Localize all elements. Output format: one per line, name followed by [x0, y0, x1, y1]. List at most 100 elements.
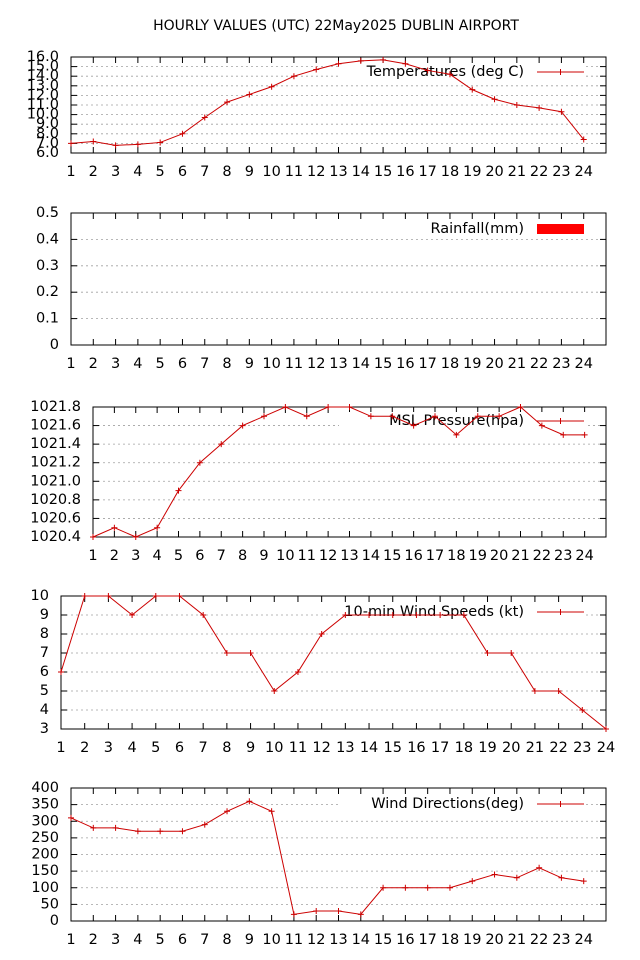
data-point — [484, 650, 491, 656]
x-tick-label: 23 — [552, 932, 570, 948]
data-point — [496, 413, 503, 420]
data-point — [508, 650, 515, 656]
y-tick-label: 150 — [31, 863, 59, 879]
x-tick-label: 4 — [153, 548, 162, 564]
data-point — [603, 726, 609, 732]
y-tick-label: 1021.8 — [30, 399, 81, 415]
data-point — [290, 911, 297, 918]
data-point — [424, 884, 431, 891]
data-point — [346, 404, 353, 410]
y-tick-label: 15.0 — [27, 59, 59, 75]
x-tick-label: 4 — [127, 740, 136, 756]
y-tick-label: 9 — [40, 607, 49, 623]
x-tick-label: 21 — [526, 740, 544, 756]
x-tick-label: 17 — [431, 740, 449, 756]
x-tick-label: 21 — [508, 164, 526, 180]
x-tick-label: 11 — [298, 548, 316, 564]
data-point — [555, 688, 562, 694]
x-tick-label: 7 — [217, 548, 226, 564]
data-point — [157, 828, 164, 835]
data-point — [335, 60, 342, 67]
y-tick-label: 7 — [40, 645, 49, 661]
x-tick-label: 14 — [352, 164, 370, 180]
y-tick-label: 50 — [41, 896, 59, 912]
y-tick-label: 10.0 — [27, 107, 59, 123]
x-tick-label: 18 — [447, 548, 465, 564]
data-point — [268, 808, 275, 815]
x-tick-label: 18 — [441, 932, 459, 948]
series-line — [70, 59, 585, 146]
data-point — [517, 404, 524, 410]
data-point — [402, 884, 409, 891]
x-tick-label: 14 — [352, 932, 370, 948]
x-tick-label: 16 — [396, 932, 414, 948]
x-tick-label: 19 — [463, 356, 481, 372]
x-tick-label: 22 — [549, 740, 567, 756]
data-point — [558, 874, 565, 881]
data-point — [157, 139, 164, 146]
data-point — [313, 66, 320, 73]
legend-marker — [557, 69, 564, 75]
data-point — [247, 650, 254, 656]
x-tick-label: 23 — [554, 548, 572, 564]
x-tick-label: 10 — [262, 932, 280, 948]
data-point — [389, 612, 396, 618]
data-point — [580, 136, 587, 143]
x-tick-label: 19 — [463, 164, 481, 180]
y-tick-label: 1021.4 — [30, 436, 81, 452]
y-tick-label: 3 — [40, 721, 49, 737]
pressure-chart: 1020.41020.61020.81021.01021.21021.41021… — [30, 399, 607, 564]
y-tick-label: 350 — [31, 797, 59, 813]
y-tick-label: 100 — [31, 880, 59, 896]
data-point — [469, 86, 476, 93]
data-point — [581, 431, 588, 438]
data-point — [380, 56, 387, 63]
rainfall-chart: 00.10.20.30.40.51 2 3 4 5 6 7 8 9 10 11 12 13 14 15 16 1… — [36, 205, 607, 372]
x-tick-label: 17 — [418, 356, 436, 372]
data-point — [437, 612, 444, 618]
data-point — [246, 91, 253, 98]
x-tick-label: 1 — [66, 356, 75, 372]
x-tick-label: 8 — [222, 164, 231, 180]
x-tick-label: 15 — [374, 164, 392, 180]
x-tick-label: 6 — [175, 740, 184, 756]
x-tick-label: 16 — [396, 164, 414, 180]
x-tick-label: 9 — [245, 932, 254, 948]
data-point — [58, 669, 64, 675]
data-point — [538, 422, 545, 429]
x-tick-label: 9 — [245, 356, 254, 372]
x-tick-label: 19 — [469, 548, 487, 564]
data-point — [536, 864, 543, 871]
data-point — [453, 431, 460, 438]
x-tick-label: 20 — [485, 164, 503, 180]
data-point — [201, 821, 208, 828]
x-tick-label: 23 — [552, 356, 570, 372]
x-tick-label: 23 — [552, 164, 570, 180]
y-tick-label: 1020.4 — [30, 529, 81, 545]
data-point — [261, 413, 267, 420]
data-point — [536, 104, 543, 111]
x-tick-label: 23 — [573, 740, 591, 756]
x-tick-label: 22 — [533, 548, 551, 564]
x-tick-label: 16 — [396, 356, 414, 372]
x-tick-label: 21 — [508, 932, 526, 948]
data-point — [446, 884, 453, 891]
y-tick-label: 1020.6 — [30, 510, 81, 526]
data-point — [303, 413, 310, 420]
x-tick-label: 13 — [336, 740, 354, 756]
series-line — [92, 406, 585, 538]
y-tick-label: 9.0 — [36, 116, 59, 132]
data-point — [313, 908, 320, 915]
x-tick-label: 5 — [151, 740, 160, 756]
data-point — [81, 593, 88, 599]
x-tick-label: 19 — [478, 740, 496, 756]
x-tick-label: 4 — [133, 164, 142, 180]
data-point — [290, 73, 297, 80]
data-point — [558, 108, 565, 115]
x-tick-label: 15 — [383, 548, 401, 564]
x-tick-label: 16 — [404, 548, 422, 564]
data-point — [134, 828, 141, 835]
data-point — [560, 431, 567, 438]
x-tick-label: 12 — [307, 164, 325, 180]
